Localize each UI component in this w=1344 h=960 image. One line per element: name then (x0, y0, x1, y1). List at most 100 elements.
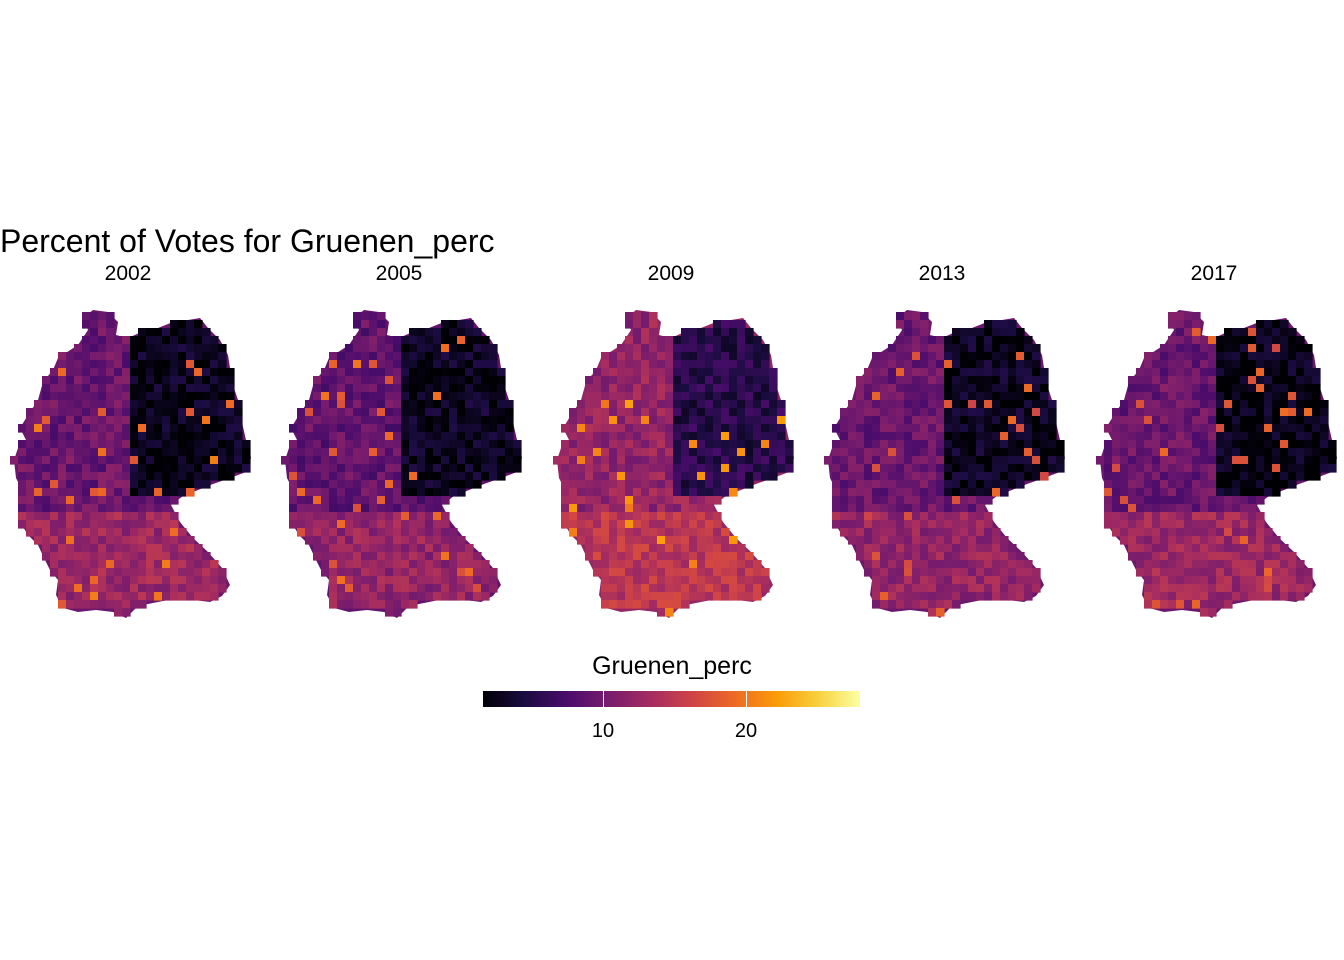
map-district (1016, 584, 1025, 593)
map-district (170, 576, 179, 585)
map-district (681, 392, 690, 401)
map-district (369, 424, 378, 433)
map-district (82, 600, 91, 609)
map-district (321, 552, 330, 561)
map-district (74, 416, 83, 425)
map-district (864, 464, 873, 473)
map-district (1144, 536, 1153, 545)
map-district (122, 520, 131, 529)
map-district (904, 576, 913, 585)
map-district (106, 536, 115, 545)
map-district (66, 488, 75, 497)
map-district (888, 592, 897, 601)
map-district (928, 608, 937, 617)
map-district (1320, 432, 1329, 441)
map-district (1240, 560, 1249, 569)
map-district (1240, 344, 1249, 353)
map-district (369, 496, 378, 505)
map-district (1184, 472, 1193, 481)
map-district (146, 360, 155, 369)
map-district (114, 528, 123, 537)
map-district (561, 496, 570, 505)
map-district (433, 544, 442, 553)
map-district (425, 328, 434, 337)
map-district (90, 312, 99, 321)
map-district (202, 480, 211, 489)
map-district (497, 464, 506, 473)
map-district (186, 472, 195, 481)
map-district (489, 472, 498, 481)
map-district (1024, 432, 1033, 441)
map-district (952, 568, 961, 577)
map-district (82, 480, 91, 489)
map-district (162, 400, 171, 409)
map-district (1240, 352, 1249, 361)
map-district (1160, 416, 1169, 425)
map-district (393, 496, 402, 505)
map-district (114, 568, 123, 577)
map-district (585, 488, 594, 497)
map-district (729, 384, 738, 393)
map-district (904, 384, 913, 393)
map-district (186, 360, 195, 369)
map-district (944, 512, 953, 521)
map-district (417, 464, 426, 473)
map-district (920, 400, 929, 409)
map-district (617, 424, 626, 433)
map-district (880, 536, 889, 545)
map-district (697, 480, 706, 489)
map-district (1008, 336, 1017, 345)
map-district (42, 440, 51, 449)
map-district (609, 552, 618, 561)
map-district (1264, 592, 1273, 601)
map-district (952, 432, 961, 441)
map-district (170, 320, 179, 329)
map-district (1144, 464, 1153, 473)
map-district (1288, 480, 1297, 489)
map-district (122, 560, 131, 569)
map-district (393, 400, 402, 409)
map-district (1224, 600, 1233, 609)
map-district (441, 376, 450, 385)
map-district (641, 488, 650, 497)
map-district (1224, 456, 1233, 465)
map-district (98, 592, 107, 601)
map-district (1208, 592, 1217, 601)
map-district (1296, 416, 1305, 425)
map-district (689, 552, 698, 561)
map-district (649, 336, 658, 345)
map-district (337, 496, 346, 505)
map-district (1272, 544, 1281, 553)
map-district (1264, 544, 1273, 553)
map-district (66, 496, 75, 505)
map-district (952, 328, 961, 337)
map-district (1192, 464, 1201, 473)
map-district (888, 448, 897, 457)
map-district (425, 432, 434, 441)
map-district (401, 440, 410, 449)
map-district (361, 568, 370, 577)
map-district (473, 456, 482, 465)
map-district (361, 536, 370, 545)
map-district (1232, 512, 1241, 521)
map-district (920, 360, 929, 369)
map-district (968, 592, 977, 601)
map-district (1224, 400, 1233, 409)
map-district (944, 464, 953, 473)
map-district (657, 480, 666, 489)
map-district (234, 408, 243, 417)
map-district (1200, 528, 1209, 537)
map-district (202, 568, 211, 577)
map-district (1184, 480, 1193, 489)
map-district (1024, 352, 1033, 361)
map-district (872, 504, 881, 513)
map-district (657, 560, 666, 569)
map-district (194, 400, 203, 409)
map-district (441, 384, 450, 393)
map-district (114, 368, 123, 377)
map-district (90, 456, 99, 465)
map-district (361, 488, 370, 497)
map-district (713, 360, 722, 369)
map-district (960, 504, 969, 513)
map-district (1160, 584, 1169, 593)
